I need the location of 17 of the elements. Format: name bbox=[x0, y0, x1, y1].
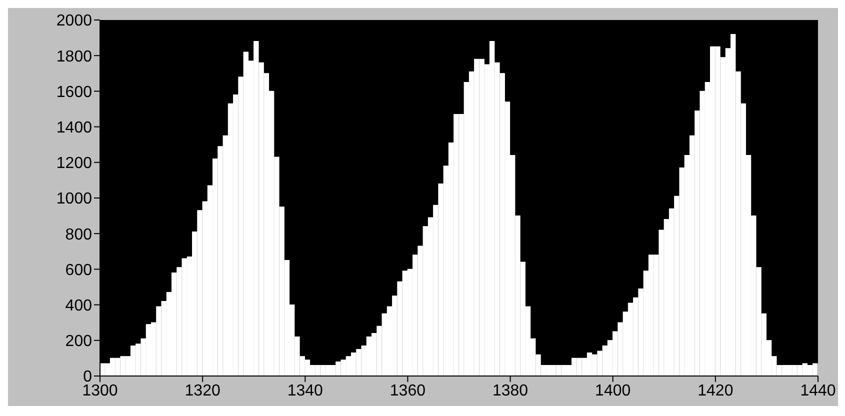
x-tick-label: 1420 bbox=[698, 382, 734, 400]
y-tick-label: 600 bbox=[65, 262, 92, 279]
y-tick-label: 1600 bbox=[56, 84, 92, 101]
x-tick-label: 1320 bbox=[184, 382, 220, 400]
x-tick-label: 1440 bbox=[800, 382, 836, 400]
x-tick-label: 1380 bbox=[492, 382, 528, 400]
x-tick-label: 1360 bbox=[390, 382, 426, 400]
y-tick-label: 1400 bbox=[56, 119, 92, 136]
y-tick-label: 1200 bbox=[56, 155, 92, 172]
y-tick-label: 400 bbox=[65, 297, 92, 314]
y-tick-label: 2000 bbox=[56, 12, 92, 30]
y-tick-label: 1000 bbox=[56, 190, 92, 208]
y-tick-label: 1800 bbox=[56, 48, 92, 66]
y-tick-label: 800 bbox=[65, 226, 92, 244]
y-tick-label: 200 bbox=[65, 333, 92, 350]
x-tick-label: 1400 bbox=[595, 382, 631, 400]
x-tick-label: 1340 bbox=[287, 382, 324, 400]
